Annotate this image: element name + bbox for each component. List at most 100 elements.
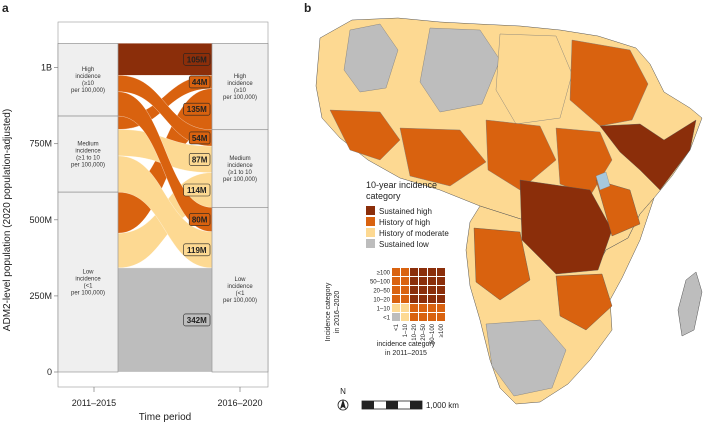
y-axis: 0 250M 500M 750M 1B [29, 63, 58, 377]
grid-x-tick: 20–50 [421, 323, 427, 340]
africa-map [315, 17, 703, 405]
map-lake-victoria [595, 171, 611, 191]
flow-label-box [183, 52, 211, 66]
grid-y-label-line1: Incidence category [325, 282, 332, 341]
flow-label-box [183, 243, 211, 257]
grid-cell [419, 268, 427, 276]
grid-y-tick: 1–10 [377, 307, 391, 313]
grid-cell [410, 295, 418, 303]
flow-label-box [188, 213, 211, 226]
left-stratum-label: Medium [77, 142, 98, 148]
grid-cell [410, 277, 418, 285]
grid-cell [437, 286, 445, 294]
grid-cell [401, 313, 409, 321]
grid-x-tick: <1 [394, 323, 400, 331]
map-region-northwest [343, 23, 399, 93]
x-axis-label: Time period [139, 412, 191, 423]
grid-x-tick: 50–100 [430, 323, 436, 344]
flow-label-box [183, 313, 211, 327]
right-stratum-label: High [234, 74, 246, 80]
panel-b-label: b [304, 1, 311, 15]
left-stratum-label: Low [82, 270, 94, 276]
grid-cell [419, 295, 427, 303]
sankey-flows [117, 43, 213, 373]
flow-label: 105M [187, 55, 207, 64]
grid-cell [437, 295, 445, 303]
map-region-west-africa [399, 127, 487, 187]
panel-b: b 10-year incidence [304, 1, 703, 411]
map-region-sudan [569, 39, 649, 127]
legend-swatch [366, 217, 375, 226]
left-stratum-medium [57, 115, 119, 193]
grid-x-tick: 10–20 [412, 323, 418, 340]
grid-y-label-line2: in 2016–2020 [334, 291, 341, 334]
map-region-madagascar [677, 271, 703, 337]
grid-cell [410, 286, 418, 294]
grid-cell [401, 304, 409, 312]
grid-cell [392, 268, 400, 276]
grid-cell [437, 313, 445, 321]
right-stratum-low [211, 207, 269, 373]
grid-cell [410, 268, 418, 276]
north-arrow-needle [340, 399, 346, 409]
left-stratum-label: (<1 [84, 284, 94, 290]
left-stratum-label: (≥1 to 10 [76, 156, 100, 162]
map-region-nigeria [485, 119, 557, 191]
north-label: N [340, 387, 346, 396]
y-axis-label: ADM2-level population (2020 population-a… [2, 109, 13, 331]
grid-y-tick: ≥100 [377, 271, 391, 277]
grid-cell [410, 313, 418, 321]
map-region-drc [519, 179, 613, 275]
legend-title-line1: 10-year incidence [366, 180, 437, 190]
left-stratum-label: per 100,000) [71, 163, 105, 169]
grid-cell [437, 268, 445, 276]
grid-cell [419, 304, 427, 312]
north-arrow: N [337, 387, 349, 411]
right-stratum-label: per 100,000) [223, 177, 257, 183]
grid-cell [437, 277, 445, 285]
map-region-west-coast [329, 109, 401, 161]
panel-a: a ADM2-level population (2020 population… [2, 1, 269, 423]
grid-x-tick: 1–10 [403, 323, 409, 337]
flow-label-box [188, 131, 211, 145]
scale-bar: 1,000 km [361, 400, 459, 410]
grid-cell [401, 286, 409, 294]
y-tick-label: 750M [29, 139, 52, 149]
grid-cell [392, 313, 400, 321]
left-stratum-high [57, 43, 119, 117]
right-stratum-label: (≥1 to 10 [228, 170, 252, 176]
right-stratum-medium [211, 129, 269, 208]
grid-cell [419, 286, 427, 294]
legend-item-label: History of high [379, 218, 430, 227]
x-tick-2011-2015: 2011–2015 [72, 398, 116, 408]
grid-cell [401, 295, 409, 303]
flow-label: 135M [187, 105, 207, 114]
flow-label: 87M [192, 155, 208, 164]
right-stratum-high [211, 43, 269, 131]
legend-item-label: History of moderate [379, 229, 449, 238]
map-region-sahara-east [495, 33, 573, 125]
map-region-zambia [555, 273, 613, 331]
x-tick-2016-2020: 2016–2020 [217, 398, 262, 408]
map-region-south-africa [485, 319, 567, 397]
grid-y-tick: <1 [383, 316, 391, 322]
grid-cell [428, 268, 436, 276]
legend-swatch [366, 206, 375, 215]
grid-cell [428, 295, 436, 303]
right-stratum-label: incidence [227, 163, 253, 169]
flow-label: 114M [187, 186, 207, 195]
grid-cell [392, 286, 400, 294]
map-region-east-africa [595, 179, 641, 237]
grid-y-tick: 20–50 [373, 289, 390, 295]
left-stratum-label: High [82, 67, 94, 73]
panel-a-label: a [2, 1, 9, 15]
map-legend: 10-year incidence category Sustained hig… [366, 180, 449, 249]
right-stratum-label: (<1 [236, 291, 246, 297]
grid-cell [410, 304, 418, 312]
right-stratum-label: Medium [229, 156, 250, 162]
legend-swatch [366, 228, 375, 237]
grid-cell [392, 277, 400, 285]
